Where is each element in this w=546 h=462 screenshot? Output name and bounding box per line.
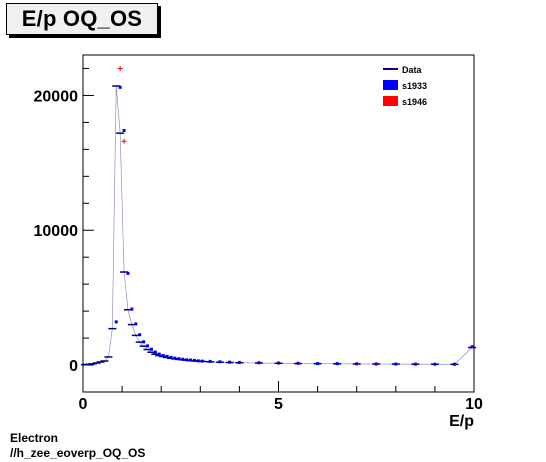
data-point-s1933 — [146, 344, 150, 348]
data-point-s1933 — [189, 358, 193, 362]
data-point-s1933 — [153, 350, 157, 354]
legend-label: s1933 — [402, 81, 427, 91]
data-point-s1933 — [122, 128, 126, 132]
legend-swatch — [383, 80, 398, 90]
data-point-s1933 — [149, 347, 153, 351]
data-point-s1933 — [208, 359, 212, 363]
data-point-s1933 — [185, 358, 189, 362]
series-s1946 — [117, 65, 127, 144]
legend-swatch — [383, 96, 398, 106]
data-point-s1933 — [177, 357, 181, 361]
data-point-s1933 — [114, 320, 118, 324]
legend-label: Data — [402, 65, 423, 75]
x-tick-label: 0 — [79, 396, 88, 413]
data-point-s1933 — [192, 358, 196, 362]
data-point-s1933 — [118, 85, 122, 89]
data-point-s1933 — [165, 354, 169, 358]
data-point-s1933 — [142, 340, 146, 344]
y-tick-label: 10000 — [34, 223, 79, 240]
data-point-s1933 — [130, 307, 134, 311]
data-point-s1933 — [218, 360, 222, 364]
x-tick-label: 10 — [465, 396, 483, 413]
data-marks — [80, 65, 477, 366]
x-tick-label: 5 — [274, 396, 283, 413]
data-point-s1933 — [181, 357, 185, 361]
data-point-s1933 — [470, 345, 474, 349]
axes: 0 10000 20000 0 5 10 — [34, 67, 483, 413]
data-point-s1933 — [169, 355, 173, 359]
data-point-s1933 — [138, 333, 142, 337]
data-line — [84, 85, 473, 365]
legend: Data s1933 s1946 — [383, 65, 427, 107]
data-point-s1933 — [134, 322, 138, 326]
data-point-s1933 — [173, 356, 177, 360]
chart-title: E/p OQ_OS — [6, 3, 158, 35]
series-Data — [80, 85, 477, 366]
data-point-s1933 — [157, 352, 161, 356]
series-s1933 — [114, 85, 474, 366]
y-tick-label: 0 — [69, 358, 78, 375]
y-tick-label: 20000 — [34, 88, 79, 105]
data-point-s1933 — [126, 271, 130, 275]
data-point-s1946 — [121, 138, 127, 144]
data-point-s1946 — [117, 65, 123, 71]
x-axis-label: E/p — [449, 413, 474, 430]
footer-line-2: //h_zee_eoverp_OQ_OS — [10, 446, 146, 460]
data-point-s1933 — [161, 353, 165, 357]
footer-line-1: Electron — [10, 431, 59, 445]
legend-label: s1946 — [402, 97, 427, 107]
